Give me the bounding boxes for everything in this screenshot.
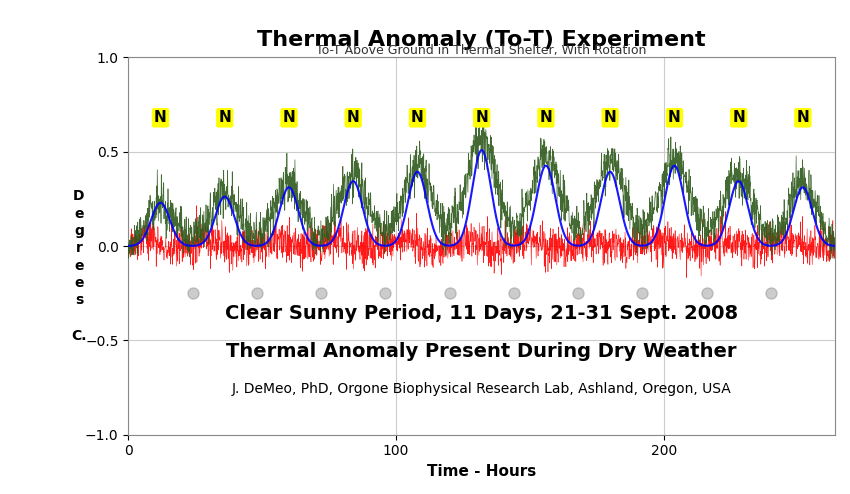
Text: N: N xyxy=(732,110,745,125)
Text: N: N xyxy=(604,110,616,125)
Text: Clear Sunny Period, 11 Days, 21-31 Sept. 2008: Clear Sunny Period, 11 Days, 21-31 Sept.… xyxy=(225,304,739,324)
Text: C.: C. xyxy=(71,329,87,343)
Text: N: N xyxy=(668,110,681,125)
Text: N: N xyxy=(411,110,424,125)
Text: N: N xyxy=(154,110,167,125)
Text: N: N xyxy=(282,110,295,125)
Text: N: N xyxy=(475,110,488,125)
Text: Thermal Anomaly Present During Dry Weather: Thermal Anomaly Present During Dry Weath… xyxy=(226,342,737,361)
Text: N: N xyxy=(347,110,360,125)
Text: D
e
g
r
e
e
s: D e g r e e s xyxy=(73,190,85,307)
Text: N: N xyxy=(540,110,552,125)
Text: J. DeMeo, PhD, Orgone Biophysical Research Lab, Ashland, Oregon, USA: J. DeMeo, PhD, Orgone Biophysical Resear… xyxy=(232,382,732,397)
Text: N: N xyxy=(796,110,809,125)
Text: Thermal Anomaly (To-T) Experiment: Thermal Anomaly (To-T) Experiment xyxy=(258,30,706,50)
Text: N: N xyxy=(218,110,231,125)
X-axis label: Time - Hours: Time - Hours xyxy=(427,464,536,479)
Title: To-T Above Ground in Thermal Shelter, With Rotation: To-T Above Ground in Thermal Shelter, Wi… xyxy=(316,44,647,57)
